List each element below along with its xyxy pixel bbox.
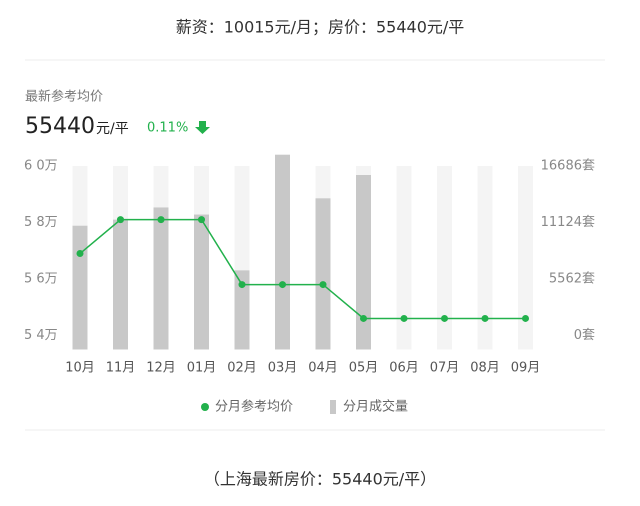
price-point: [238, 281, 246, 289]
bar: [315, 198, 331, 350]
y-tick-label: 5 8万: [24, 215, 58, 230]
x-tick-label: 04月: [308, 361, 338, 376]
price-point: [117, 216, 124, 224]
legend-swatch: [201, 403, 209, 411]
x-tick-label: 12月: [146, 361, 176, 376]
x-tick-label: 02月: [227, 361, 257, 376]
price-line: [79, 218, 526, 320]
y2-tick-label: 5562套: [549, 270, 595, 286]
y2-tick-label: 16686套: [541, 158, 595, 174]
x-tick-label: 06月: [389, 361, 419, 376]
x-tick-label: 05月: [349, 361, 379, 376]
summary-change: 0.11%: [147, 121, 188, 136]
price-point: [319, 281, 327, 289]
x-tick-label: 01月: [187, 361, 217, 376]
bar: [72, 225, 88, 350]
x-tick-label: 08月: [470, 361, 500, 376]
y2-tick-label: 0套: [574, 327, 595, 343]
x-tick-label: 07月: [430, 361, 460, 376]
price-point: [360, 314, 367, 322]
price-point: [441, 314, 448, 322]
x-tick-label: 09月: [511, 361, 541, 376]
x-tick-label: 10月: [65, 361, 95, 376]
legend-label: 分月参考均价: [215, 399, 293, 415]
footer-text: （上海最新房价：55440元/平）: [204, 470, 436, 489]
price-point: [279, 281, 286, 289]
price-point: [481, 314, 489, 322]
price-point: [198, 216, 205, 224]
x-tick-label: 11月: [106, 361, 136, 376]
bar: [356, 174, 371, 350]
y-tick-label: 5 4万: [24, 328, 58, 343]
bar: [275, 154, 290, 350]
summary-unit: 元/平: [96, 121, 129, 137]
y2-tick-label: 11124套: [541, 214, 595, 230]
down-arrow: [195, 121, 210, 134]
legend-swatch: [330, 400, 336, 414]
bar: [113, 219, 128, 350]
x-tick-label: 03月: [268, 361, 298, 376]
bar: [153, 207, 169, 350]
bar: [234, 270, 250, 350]
bar: [194, 214, 209, 350]
price-point: [157, 216, 165, 224]
price-point: [522, 314, 529, 322]
legend-label: 分月成交量: [343, 399, 408, 415]
price-point: [76, 250, 84, 258]
price-point: [400, 314, 408, 322]
summary-label: 最新参考均价: [25, 89, 103, 105]
summary-price: 55440: [25, 114, 95, 139]
y-tick-label: 5 6万: [24, 271, 58, 286]
page-title: 薪资：10015元/月；房价：55440元/平: [176, 18, 465, 37]
y-tick-label: 6 0万: [24, 159, 58, 174]
